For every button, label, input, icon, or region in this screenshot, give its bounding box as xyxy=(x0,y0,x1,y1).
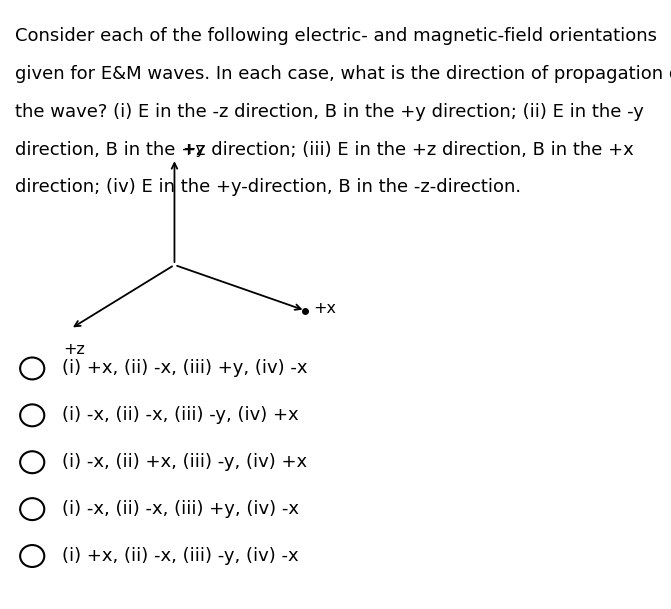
Text: given for E&M waves. In each case, what is the direction of propagation of: given for E&M waves. In each case, what … xyxy=(15,65,671,83)
Text: (i) -x, (ii) +x, (iii) -y, (iv) +x: (i) -x, (ii) +x, (iii) -y, (iv) +x xyxy=(62,453,307,471)
Text: +z: +z xyxy=(64,342,86,357)
Text: direction, B in the +z direction; (iii) E in the +z direction, B in the +x: direction, B in the +z direction; (iii) … xyxy=(15,141,633,159)
Text: the wave? (i) E in the -z direction, B in the +y direction; (ii) E in the -y: the wave? (i) E in the -z direction, B i… xyxy=(15,103,643,121)
Text: (i) +x, (ii) -x, (iii) +y, (iv) -x: (i) +x, (ii) -x, (iii) +y, (iv) -x xyxy=(62,359,307,378)
Text: +x: +x xyxy=(313,301,336,316)
Text: Consider each of the following electric- and magnetic-field orientations: Consider each of the following electric-… xyxy=(15,27,657,46)
Text: (i) -x, (ii) -x, (iii) -y, (iv) +x: (i) -x, (ii) -x, (iii) -y, (iv) +x xyxy=(62,406,299,424)
Text: (i) -x, (ii) -x, (iii) +y, (iv) -x: (i) -x, (ii) -x, (iii) +y, (iv) -x xyxy=(62,500,299,518)
Text: (i) +x, (ii) -x, (iii) -y, (iv) -x: (i) +x, (ii) -x, (iii) -y, (iv) -x xyxy=(62,547,299,565)
Text: +y: +y xyxy=(183,141,205,157)
Text: direction; (iv) E in the +y-direction, B in the -z-direction.: direction; (iv) E in the +y-direction, B… xyxy=(15,178,521,197)
